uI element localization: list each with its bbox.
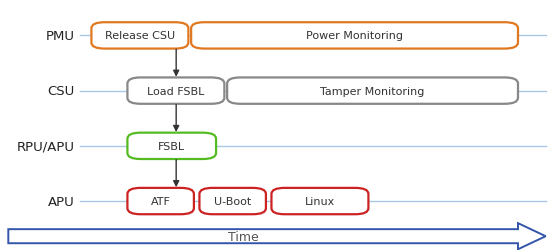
Text: Tamper Monitoring: Tamper Monitoring — [320, 86, 425, 96]
FancyBboxPatch shape — [199, 188, 266, 214]
Text: Power Monitoring: Power Monitoring — [306, 31, 403, 41]
Text: RPU/APU: RPU/APU — [17, 140, 75, 153]
FancyBboxPatch shape — [127, 133, 216, 160]
FancyBboxPatch shape — [127, 188, 194, 214]
Text: ATF: ATF — [151, 196, 171, 206]
Text: CSU: CSU — [48, 85, 75, 98]
Text: PMU: PMU — [46, 30, 75, 43]
Text: Release CSU: Release CSU — [105, 31, 175, 41]
Text: Linux: Linux — [305, 196, 335, 206]
FancyBboxPatch shape — [191, 23, 518, 49]
Text: APU: APU — [48, 195, 75, 208]
Text: U-Boot: U-Boot — [214, 196, 252, 206]
FancyBboxPatch shape — [91, 23, 188, 49]
FancyBboxPatch shape — [227, 78, 518, 104]
Polygon shape — [8, 223, 546, 249]
FancyBboxPatch shape — [271, 188, 368, 214]
Text: Time: Time — [228, 230, 259, 243]
FancyBboxPatch shape — [127, 78, 224, 104]
Text: Load FSBL: Load FSBL — [147, 86, 204, 96]
Text: FSBL: FSBL — [158, 141, 185, 151]
